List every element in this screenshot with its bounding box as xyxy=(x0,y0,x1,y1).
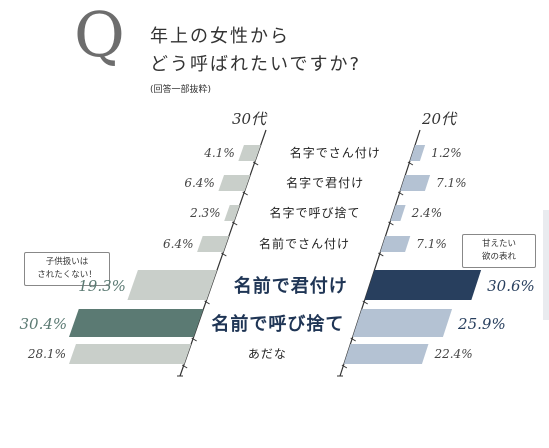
value-label-30s-5: 30.4% xyxy=(20,315,68,333)
question-line-1: 年上の女性から xyxy=(150,26,290,47)
tick-20s-4 xyxy=(362,300,368,305)
value-label-30s-6: 28.1% xyxy=(27,347,66,361)
tick-20s-1 xyxy=(397,191,404,196)
tick-30s-1 xyxy=(242,191,248,196)
bar-30s-2 xyxy=(224,205,240,221)
bar-30s-6 xyxy=(68,344,192,364)
category-label-5: 名前で呼び捨て xyxy=(211,313,344,335)
value-label-20s-3: 7.1% xyxy=(416,237,447,251)
bar-20s-0 xyxy=(409,145,426,161)
value-label-20s-6: 22.4% xyxy=(433,347,472,361)
value-label-30s-2: 2.3% xyxy=(189,206,221,220)
category-label-4: 名前で君付け xyxy=(234,275,348,297)
tick-30s-0 xyxy=(252,161,259,166)
tick-30s-2 xyxy=(231,221,238,226)
value-label-30s-1: 6.4% xyxy=(184,176,215,190)
callout-left-line-2: されたくない！ xyxy=(37,269,97,280)
series-header-30s: 30代 xyxy=(232,110,268,128)
tick-20s-0 xyxy=(407,161,414,166)
value-label-30s-3: 6.4% xyxy=(163,237,194,251)
question-mark-letter: Q xyxy=(74,0,125,71)
bar-30s-0 xyxy=(238,145,261,161)
bar-30s-5 xyxy=(68,309,204,337)
answer-excerpt-note: (回答一部抜粋) xyxy=(150,85,212,95)
bar-30s-1 xyxy=(218,175,251,191)
axis-30s xyxy=(179,129,267,377)
callout-bubble-right xyxy=(462,234,536,268)
bar-30s-3 xyxy=(197,236,229,252)
bar-20s-4 xyxy=(364,270,482,300)
value-label-30s-4: 19.3% xyxy=(78,277,126,295)
category-label-1: 名字で君付け xyxy=(286,175,364,190)
tick-30s-5 xyxy=(191,337,197,342)
bar-30s-4 xyxy=(127,270,218,300)
tick-20s-5 xyxy=(350,337,356,342)
category-label-0: 名字でさん付け xyxy=(290,145,381,160)
tick-20s-3 xyxy=(378,252,384,257)
tick-20s-2 xyxy=(388,221,394,226)
category-label-3: 名前でさん付け xyxy=(259,236,350,251)
callout-right-line-2: 欲の表れ xyxy=(481,251,516,262)
callout-left: 子供扱いは されたくない！ xyxy=(28,256,106,282)
bar-20s-2 xyxy=(390,205,406,221)
category-label-2: 名字で呼び捨て xyxy=(269,205,360,220)
callout-right: 甘えたい 欲の表れ xyxy=(466,238,532,264)
page-edge-strip xyxy=(543,210,549,320)
callout-left-line-1: 子供扱いは xyxy=(45,257,89,267)
category-label-6: あだな xyxy=(248,347,287,361)
tick-30s-3 xyxy=(221,252,227,257)
tick-20s-6 xyxy=(341,364,348,369)
question-line-2: どう呼ばれたいですか? xyxy=(150,54,362,75)
value-label-20s-5: 25.9% xyxy=(457,315,506,333)
bar-20s-1 xyxy=(400,175,431,191)
bar-20s-3 xyxy=(380,236,411,252)
bar-20s-6 xyxy=(343,344,429,364)
tick-30s-6 xyxy=(181,364,188,369)
value-label-30s-0: 4.1% xyxy=(203,146,235,160)
callout-bubble-left xyxy=(24,252,110,286)
tick-30s-4 xyxy=(204,300,210,305)
value-label-20s-2: 2.4% xyxy=(411,206,443,220)
callout-right-line-1: 甘えたい xyxy=(481,239,516,249)
bar-20s-5 xyxy=(352,309,453,337)
value-label-20s-4: 30.6% xyxy=(487,277,535,295)
value-label-20s-1: 7.1% xyxy=(436,176,467,190)
value-label-20s-0: 1.2% xyxy=(431,146,462,160)
series-header-20s: 20代 xyxy=(421,110,458,128)
